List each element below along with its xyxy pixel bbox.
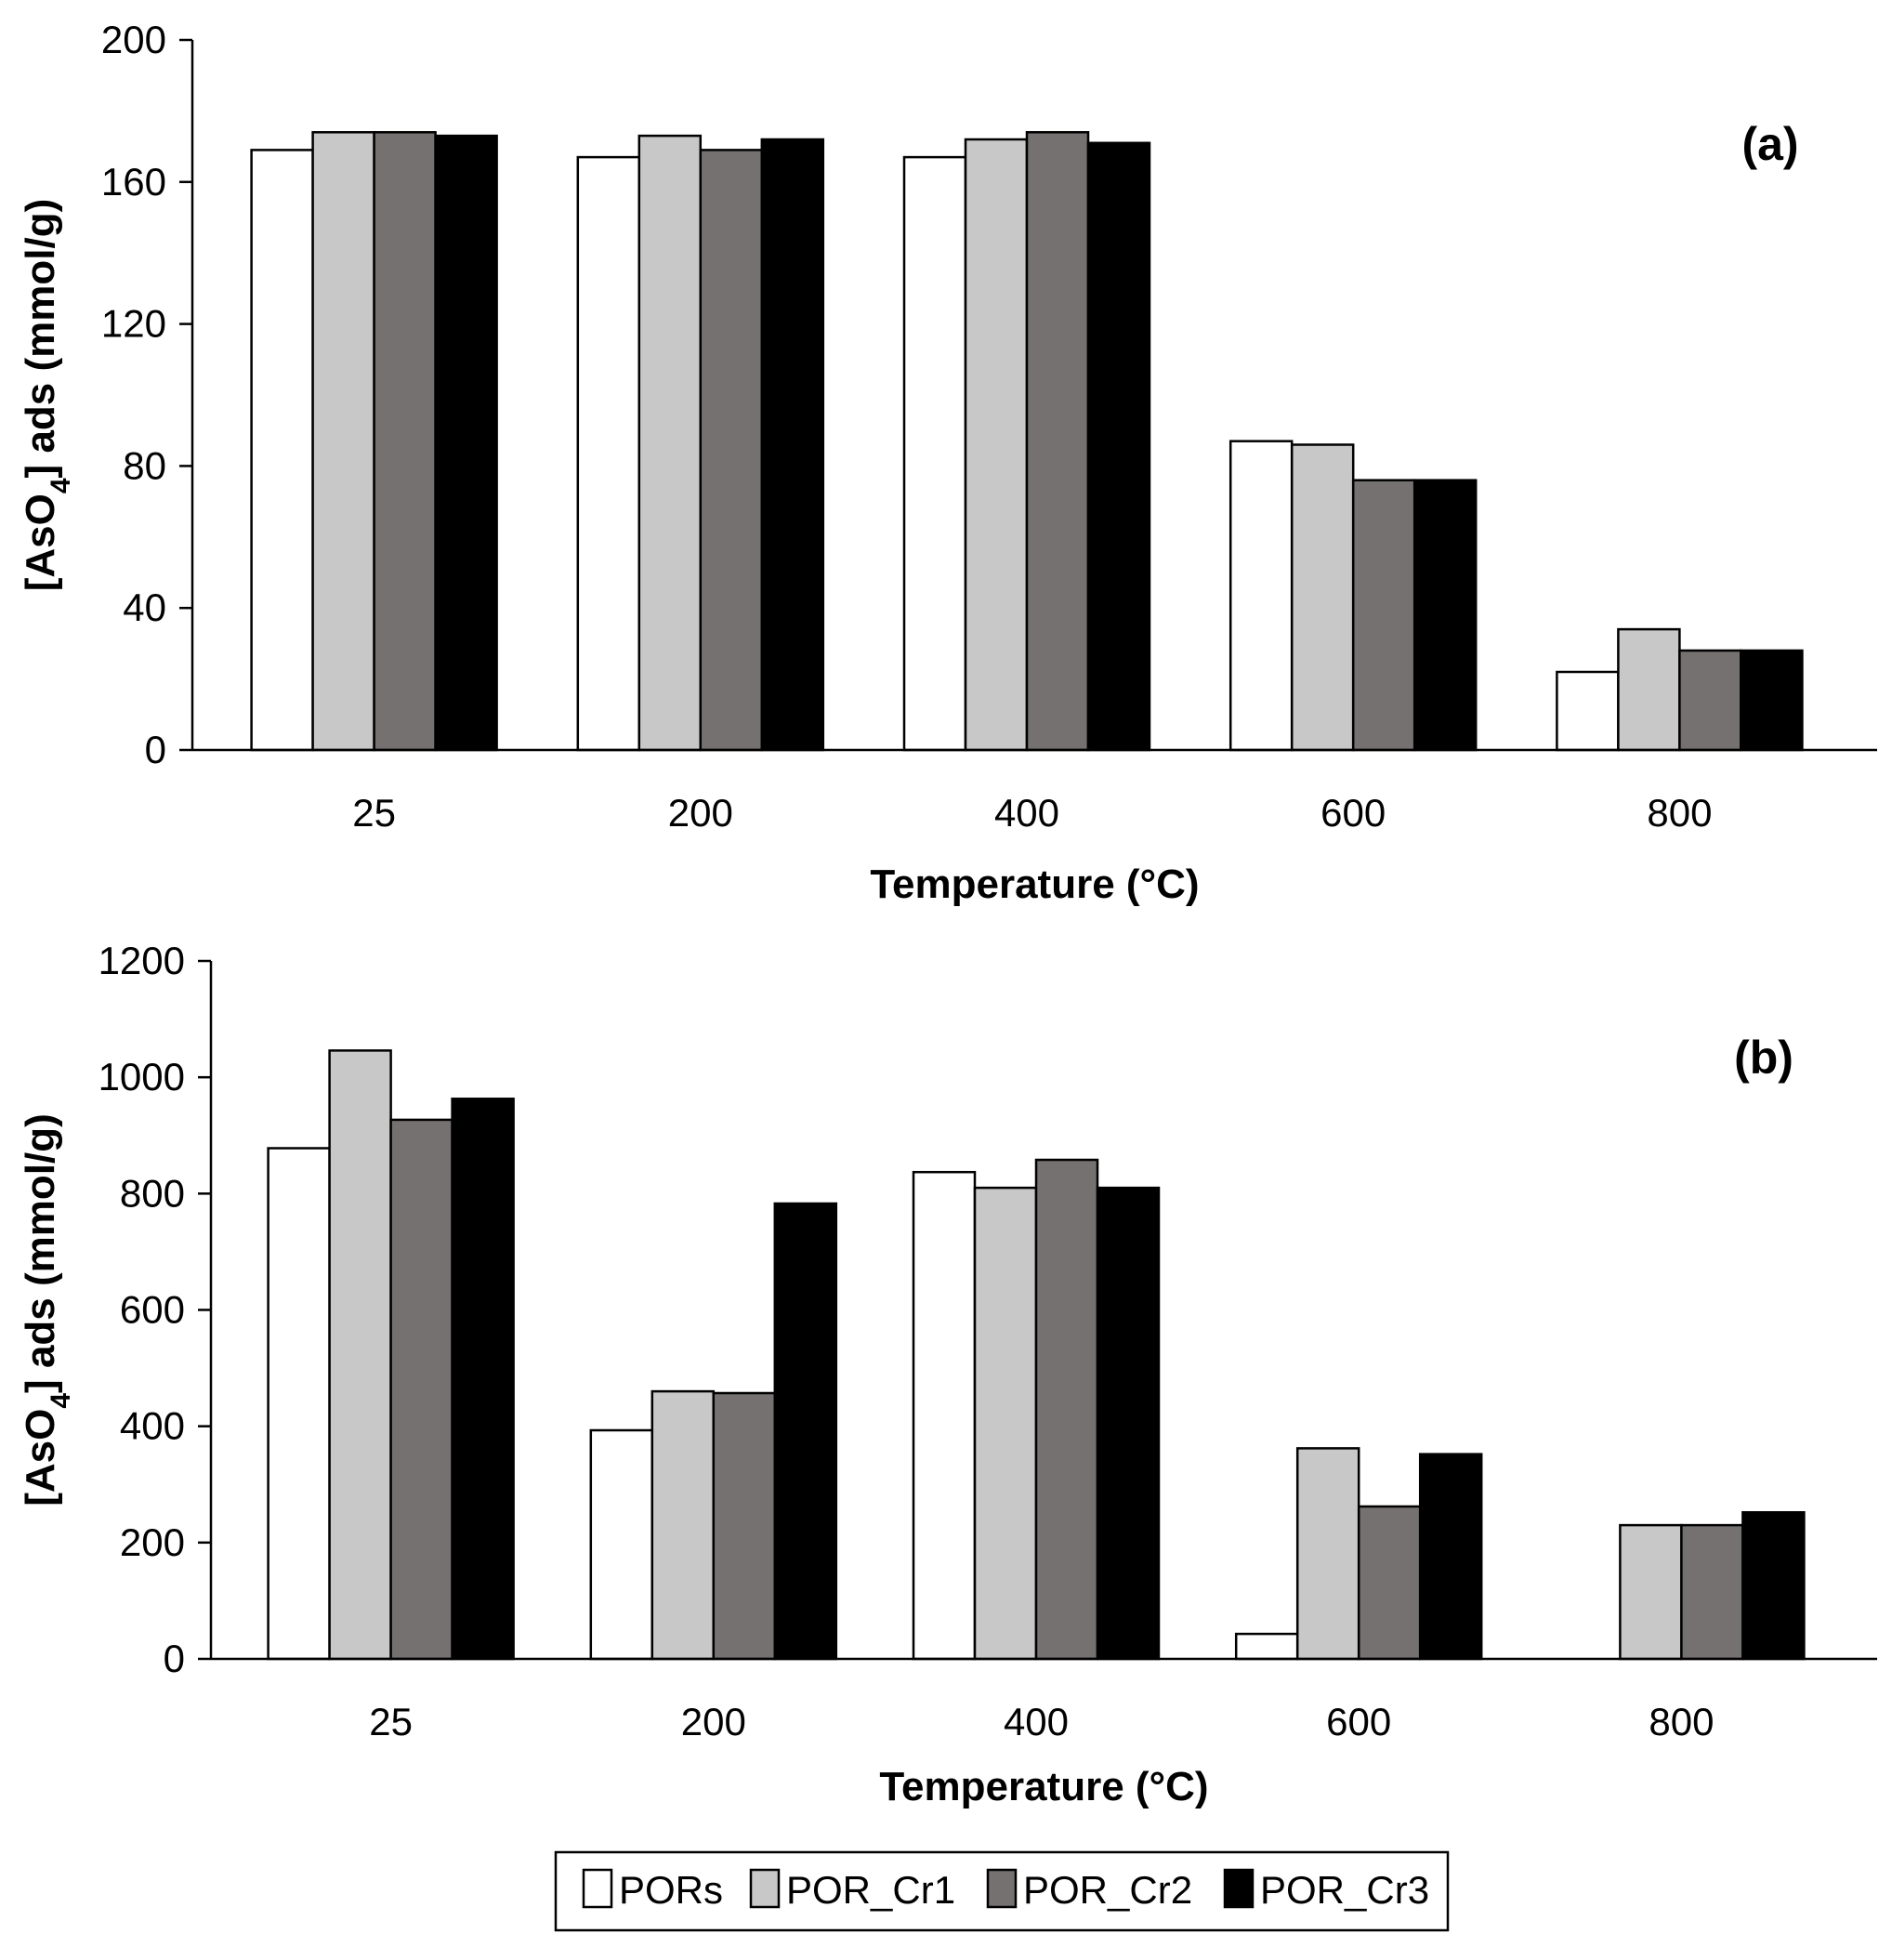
legend-swatch-pors <box>582 1868 613 1909</box>
bar-pors-400 <box>902 155 967 752</box>
bar-por-cr2-400 <box>1025 131 1090 752</box>
panel-label: (a) <box>1741 118 1798 170</box>
bar-por-cr1-400 <box>973 1186 1038 1661</box>
bar-pors-200 <box>576 155 641 752</box>
y-tick-label-80: 80 <box>123 443 166 487</box>
bar-por-cr1-25 <box>311 131 375 752</box>
bar-por-cr1-600 <box>1295 1447 1360 1661</box>
bar-por-cr1-25 <box>328 1049 392 1661</box>
chart-panel-b: 25 200 400 600 800 0 200 400 600 800 1000 1200 Tempe… <box>18 939 1877 1809</box>
y-axis-title: [AsO4] ads (mmol/g) <box>18 199 76 592</box>
bar-por-cr2-200 <box>699 149 764 752</box>
bar-por-cr2-800 <box>1678 649 1742 752</box>
x-tick-label-800: 800 <box>1649 1700 1714 1743</box>
bar-por-cr1-800 <box>1619 1523 1683 1661</box>
x-tick-label-400: 400 <box>1004 1700 1069 1743</box>
bar-por-cr1-800 <box>1617 627 1681 752</box>
y-tick-label-1000: 1000 <box>99 1055 185 1098</box>
legend-swatch-por-cr3 <box>1223 1868 1255 1909</box>
bar-por-cr1-200 <box>650 1389 716 1661</box>
x-axis-title: Temperature (°C) <box>879 1764 1208 1809</box>
bar-por-cr2-600 <box>1357 1505 1422 1661</box>
bar-por-cr3-400 <box>1096 1186 1161 1661</box>
y-tick-label-1200: 1200 <box>99 939 185 982</box>
panel-label: (b) <box>1734 1032 1793 1084</box>
bar-por-cr3-400 <box>1086 141 1151 752</box>
x-tick-label-400: 400 <box>994 791 1059 835</box>
legend: PORs POR_Cr1 POR_Cr2 POR_Cr3 <box>554 1850 1450 1932</box>
bar-pors-600 <box>1228 440 1294 752</box>
y-tick-label-120: 120 <box>101 302 166 346</box>
legend-label-por-cr1: POR_Cr1 <box>786 1868 955 1912</box>
bar-por-cr3-25 <box>451 1098 515 1661</box>
bar-pors-200 <box>589 1428 654 1661</box>
bar-pors-800 <box>1556 670 1620 752</box>
bar-por-cr3-800 <box>1740 649 1804 752</box>
bar-por-cr2-200 <box>712 1391 777 1661</box>
x-tick-label-25: 25 <box>369 1700 413 1743</box>
legend-label-pors: PORs <box>619 1868 723 1912</box>
legend-swatch-por-cr1 <box>749 1868 781 1909</box>
bar-por-cr3-200 <box>760 138 825 752</box>
x-tick-label-800: 800 <box>1647 791 1712 835</box>
bar-pors-25 <box>250 149 314 752</box>
chart-panel-a: 25 200 400 600 800 0 40 80 120 160 200 Temperature … <box>18 18 1877 907</box>
x-tick-label-200: 200 <box>681 1700 746 1743</box>
x-tick-label-600: 600 <box>1320 791 1386 835</box>
y-tick-label-0: 0 <box>164 1637 185 1680</box>
y-tick-label-200: 200 <box>101 18 166 61</box>
legend-label-por-cr3: POR_Cr3 <box>1260 1868 1429 1912</box>
bar-por-cr1-200 <box>637 134 703 752</box>
bar-por-cr2-25 <box>389 1118 453 1661</box>
bar-pors-25 <box>267 1147 331 1661</box>
bar-por-cr3-25 <box>434 134 498 752</box>
y-tick-label-400: 400 <box>120 1404 185 1448</box>
bar-por-cr2-800 <box>1680 1523 1744 1661</box>
bar-por-cr1-600 <box>1290 443 1355 752</box>
x-tick-label-200: 200 <box>668 791 733 835</box>
y-tick-label-800: 800 <box>120 1171 185 1215</box>
bar-por-cr2-400 <box>1034 1158 1099 1661</box>
y-tick-label-200: 200 <box>120 1520 185 1564</box>
x-axis-title: Temperature (°C) <box>870 862 1199 907</box>
y-axis-title: [AsO4] ads (mmol/g) <box>18 1113 76 1506</box>
bar-por-cr3-800 <box>1741 1511 1806 1661</box>
bar-pors-600 <box>1234 1632 1299 1661</box>
y-tick-label-0: 0 <box>145 728 166 771</box>
x-tick-label-600: 600 <box>1326 1700 1391 1743</box>
y-tick-label-160: 160 <box>101 160 166 204</box>
y-tick-label-40: 40 <box>123 585 166 629</box>
bar-por-cr2-25 <box>373 131 437 752</box>
bar-por-cr3-600 <box>1418 1453 1483 1661</box>
legend-swatch-por-cr2 <box>986 1868 1018 1909</box>
bar-pors-400 <box>912 1170 977 1661</box>
y-tick-label-600: 600 <box>120 1288 185 1332</box>
bar-por-cr2-600 <box>1351 479 1416 752</box>
bar-por-cr3-600 <box>1412 479 1478 752</box>
bar-por-cr1-400 <box>964 138 1029 752</box>
bar-por-cr3-200 <box>773 1202 838 1661</box>
x-tick-label-25: 25 <box>352 791 396 835</box>
legend-label-por-cr2: POR_Cr2 <box>1023 1868 1192 1912</box>
